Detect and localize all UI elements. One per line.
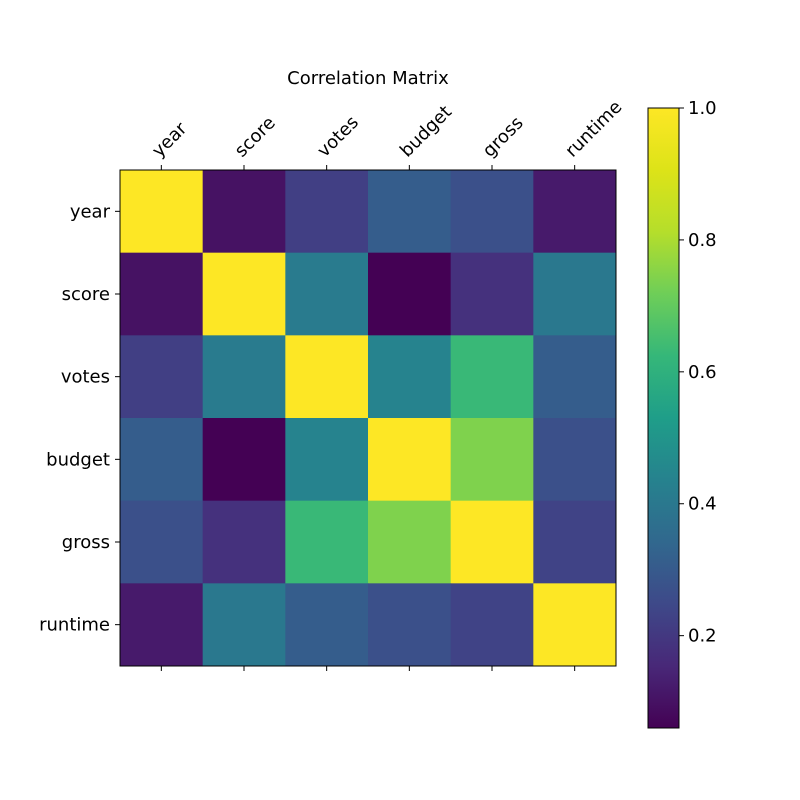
x-tick-label-year: year <box>148 118 192 162</box>
colorbar-tick-label: 0.2 <box>688 626 717 647</box>
colorbar-gradient <box>647 107 680 729</box>
x-tick-label-score: score <box>231 112 280 161</box>
y-tick-label-gross: gross <box>62 532 110 553</box>
heatmap-cell-votes-budget <box>368 335 452 419</box>
heatmap-cell-gross-score <box>202 500 286 584</box>
heatmap-cell-score-year <box>120 252 204 336</box>
heatmap-cell-runtime-score <box>202 583 286 667</box>
chart-title: Correlation Matrix <box>287 68 449 89</box>
heatmap-cell-budget-budget <box>368 418 452 502</box>
colorbar-ticks: 0.2 0.4 0.6 0.8 1.0 <box>679 98 717 647</box>
heatmap-cell-runtime-votes <box>285 583 369 667</box>
heatmap-cell-score-score <box>202 252 286 336</box>
colorbar-tick-label: 0.4 <box>688 494 717 515</box>
heatmap-cell-runtime-year <box>120 583 204 667</box>
colorbar-tick-label: 1.0 <box>688 98 717 119</box>
x-tick-label-gross: gross <box>479 113 528 162</box>
heatmap-cell-votes-year <box>120 335 204 419</box>
heatmap-cell-score-budget <box>368 252 452 336</box>
heatmap-cell-budget-votes <box>285 418 369 502</box>
heatmap-cell-gross-runtime <box>533 500 617 584</box>
heatmap-cell-gross-gross <box>450 500 534 584</box>
y-tick-label-votes: votes <box>61 367 110 388</box>
heatmap-cell-votes-runtime <box>533 335 617 419</box>
colorbar: 0.2 0.4 0.6 0.8 1.0 <box>647 98 717 729</box>
heatmap-cell-year-score <box>202 170 286 254</box>
plot-frame <box>119 169 617 667</box>
heatmap-cell-gross-year <box>120 500 204 584</box>
heatmap-cell-budget-year <box>120 418 204 502</box>
heatmap-cell-year-votes <box>285 170 369 254</box>
heatmap-cell-budget-gross <box>450 418 534 502</box>
heatmap-cell-year-runtime <box>533 170 617 254</box>
heatmap-cell-score-votes <box>285 252 369 336</box>
heatmap-cell-budget-runtime <box>533 418 617 502</box>
y-tick-label-budget: budget <box>46 449 110 470</box>
heatmap-cell-gross-budget <box>368 500 452 584</box>
heatmap-cells <box>120 170 617 667</box>
heatmap-cell-votes-score <box>202 335 286 419</box>
heatmap-cell-votes-gross <box>450 335 534 419</box>
heatmap-cell-votes-votes <box>285 335 369 419</box>
heatmap-cell-year-gross <box>450 170 534 254</box>
y-tick-label-score: score <box>62 284 110 305</box>
y-axis-ticks: year score votes budget gross runtime <box>39 201 120 636</box>
x-tick-label-budget: budget <box>396 102 456 162</box>
heatmap-cell-score-runtime <box>533 252 617 336</box>
heatmap-cell-runtime-runtime <box>533 583 617 667</box>
heatmap-cell-budget-score <box>202 418 286 502</box>
colorbar-tick-label: 0.8 <box>688 230 717 251</box>
heatmap-cell-runtime-gross <box>450 583 534 667</box>
heatmap-cell-year-year <box>120 170 204 254</box>
y-tick-label-runtime: runtime <box>39 615 110 636</box>
x-tick-label-votes: votes <box>313 112 363 162</box>
heatmap-cell-score-gross <box>450 252 534 336</box>
x-tick-label-runtime: runtime <box>561 97 626 162</box>
heatmap-cell-year-budget <box>368 170 452 254</box>
y-tick-label-year: year <box>70 201 111 222</box>
heatmap-cell-runtime-budget <box>368 583 452 667</box>
heatmap-cell-gross-votes <box>285 500 369 584</box>
colorbar-tick-label: 0.6 <box>688 362 717 383</box>
